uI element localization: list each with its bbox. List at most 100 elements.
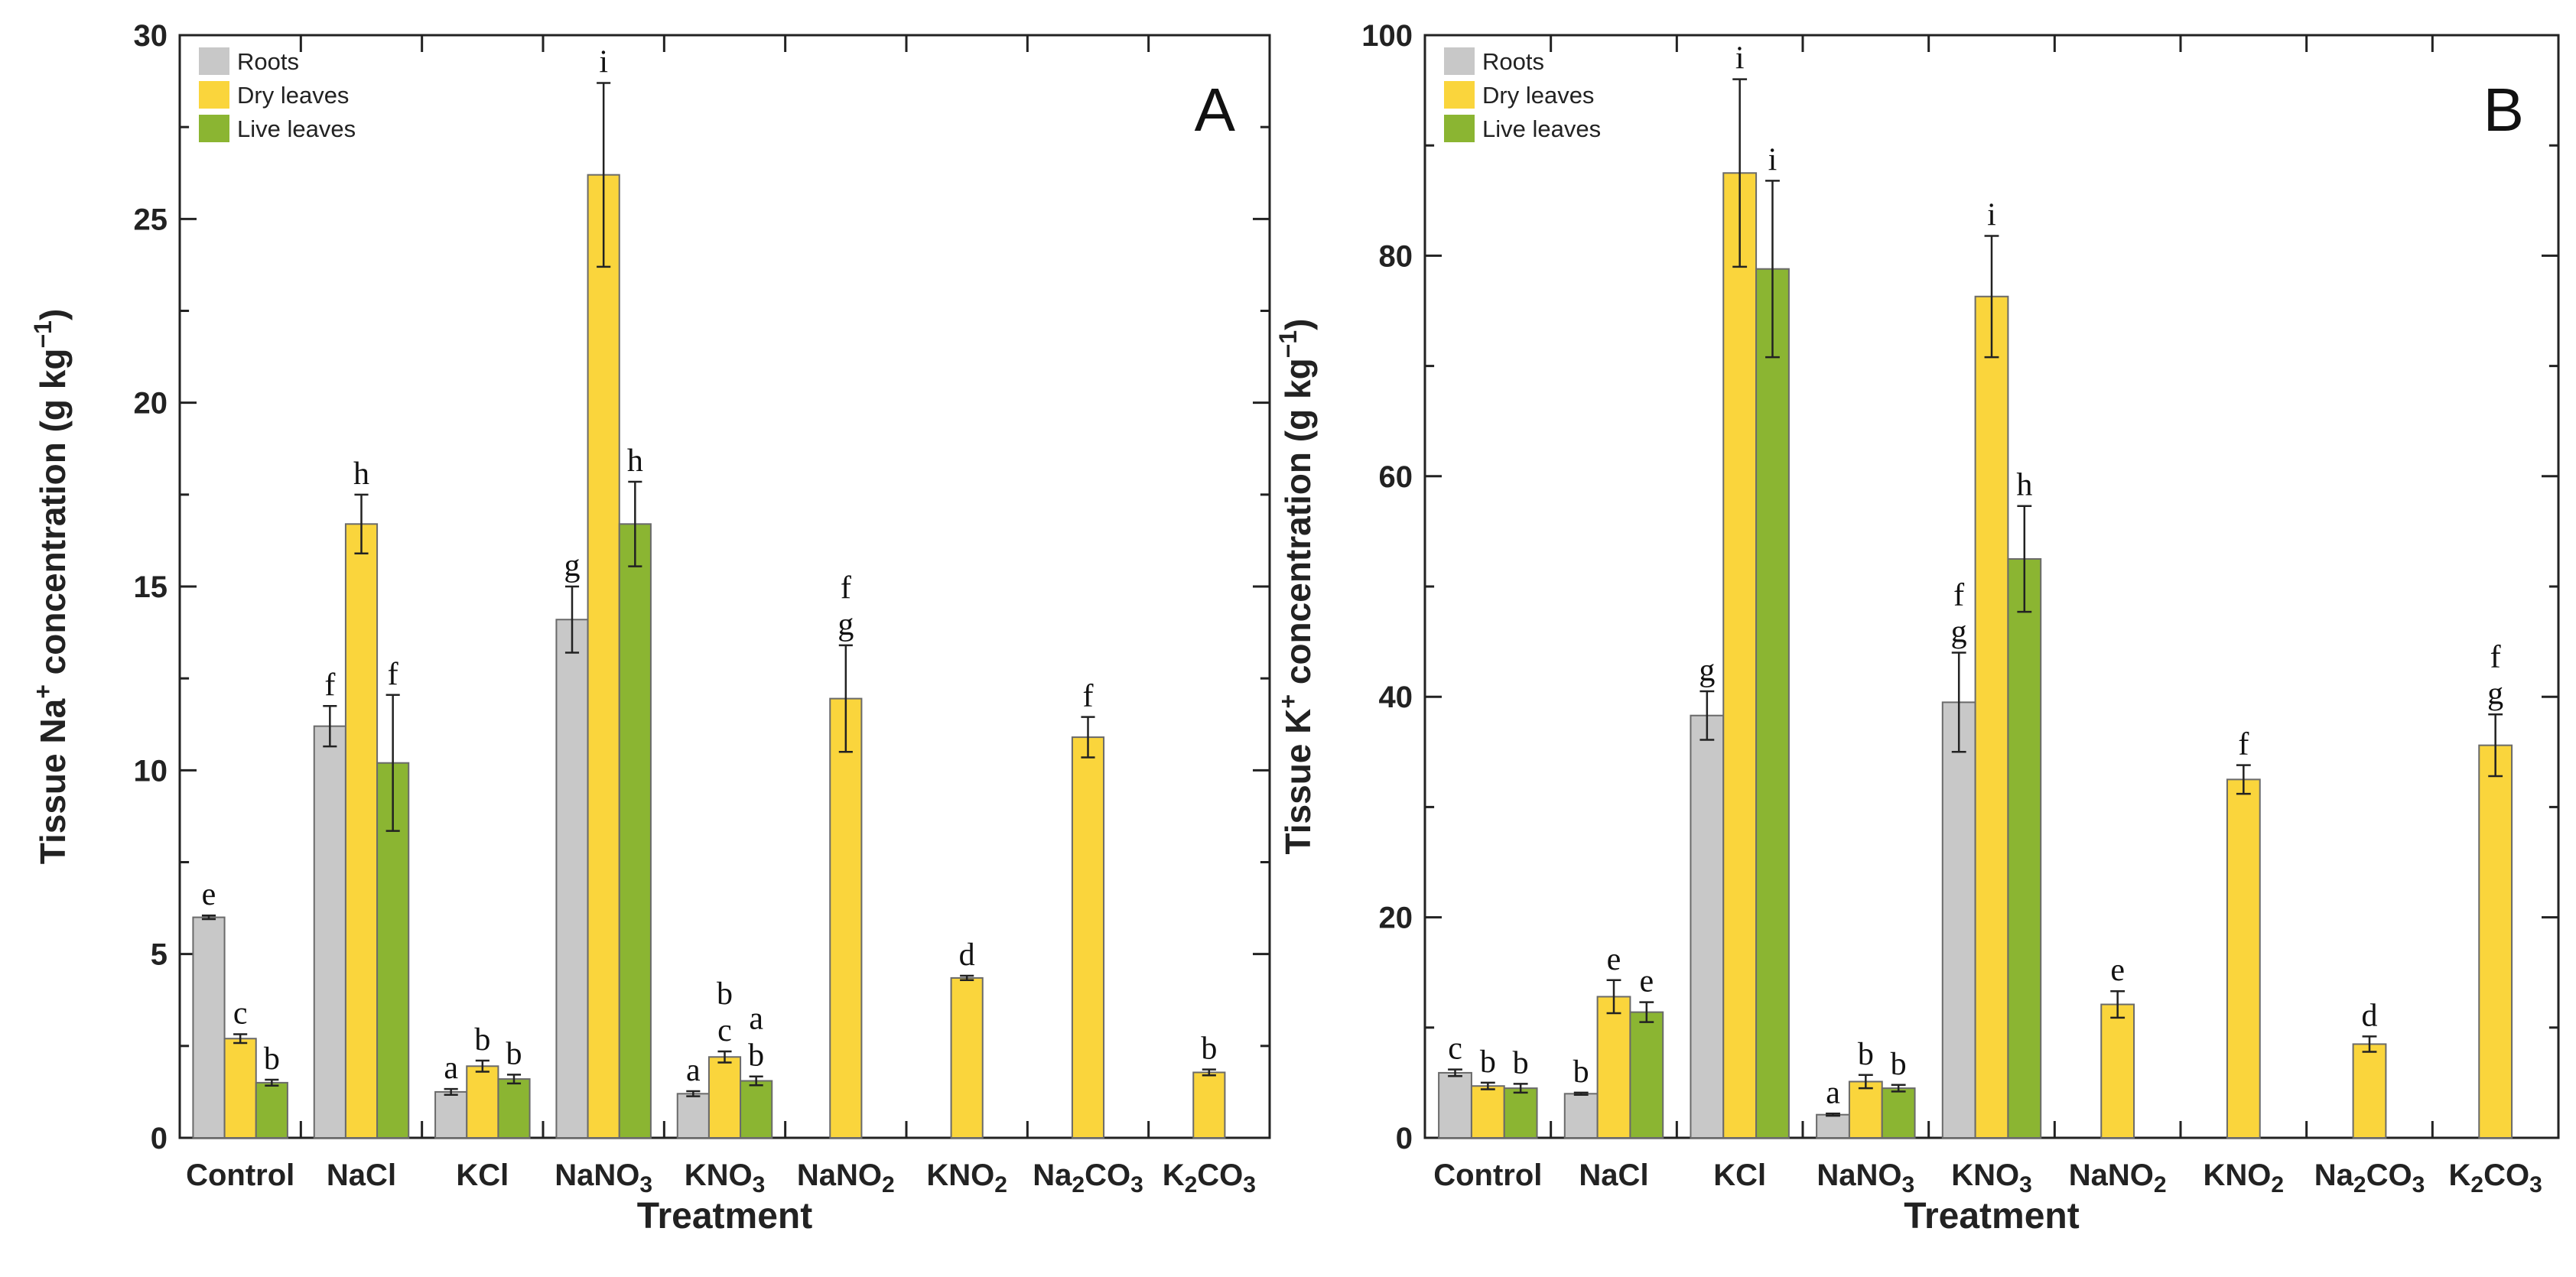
significance-letter: i <box>1987 197 1996 232</box>
significance-letter: f <box>2490 639 2501 674</box>
x-category-label: NaNO3 <box>1817 1158 1914 1197</box>
significance-letter: c <box>717 1013 732 1048</box>
bar-live-leaves <box>1503 1087 1538 1139</box>
significance-letter: f <box>841 570 851 606</box>
x-category-label: K2CO3 <box>1163 1158 1256 1197</box>
bar-dry-leaves <box>1596 996 1631 1139</box>
significance-letter: h <box>627 444 643 479</box>
bar-dry-leaves <box>2478 744 2513 1139</box>
bar-live-leaves <box>618 523 652 1139</box>
legend-label: Dry leaves <box>237 82 349 109</box>
bar-dry-leaves <box>344 523 379 1139</box>
significance-letter: g <box>1699 653 1715 688</box>
x-category-label: Na2CO3 <box>1033 1158 1143 1197</box>
legend-swatch-roots <box>1444 47 1475 75</box>
bar-live-leaves <box>1755 268 1790 1139</box>
y-tick-label: 0 <box>151 1122 168 1155</box>
significance-letter: a <box>686 1053 701 1088</box>
x-axis-label: Treatment <box>637 1196 812 1236</box>
bar-roots <box>1438 1071 1472 1139</box>
significance-letter: f <box>388 657 398 692</box>
x-category-label: Control <box>186 1158 294 1192</box>
significance-letter: c <box>233 996 248 1031</box>
legend-label: Dry leaves <box>1482 82 1594 109</box>
panel-label: B <box>2483 76 2524 144</box>
y-tick-label: 40 <box>1379 681 1413 714</box>
significance-letter: b <box>1513 1045 1529 1080</box>
bar-dry-leaves <box>2226 778 2261 1139</box>
y-tick-label: 15 <box>134 570 168 604</box>
x-category-label: Na2CO3 <box>2314 1158 2425 1197</box>
significance-letter: h <box>353 457 369 492</box>
y-axis-label: Tissue Na+ concentration (g kg−1) <box>29 309 73 865</box>
bar-dry-leaves <box>829 697 863 1139</box>
legend-label: Live leaves <box>1482 115 1601 142</box>
panel-label: A <box>1195 76 1236 144</box>
significance-letter: e <box>202 877 216 912</box>
bar-live-leaves <box>255 1081 288 1139</box>
significance-letter: i <box>599 44 608 80</box>
bar-live-leaves <box>2007 557 2042 1139</box>
bar-dry-leaves <box>2352 1043 2387 1139</box>
bar-live-leaves <box>497 1078 531 1139</box>
significance-letter: g <box>564 548 581 583</box>
x-category-label: NaCl <box>1579 1158 1648 1192</box>
x-category-label: KNO3 <box>1951 1158 2032 1197</box>
significance-letter: a <box>749 1002 763 1037</box>
y-tick-label: 60 <box>1379 460 1413 494</box>
bar-roots <box>1816 1113 1850 1139</box>
bar-live-leaves <box>740 1080 773 1139</box>
x-category-label: KNO2 <box>2204 1158 2285 1197</box>
y-tick-label: 10 <box>134 754 168 788</box>
significance-letter: f <box>2238 727 2249 762</box>
bar-dry-leaves <box>466 1065 499 1139</box>
bar-roots <box>676 1093 710 1139</box>
significance-letter: f <box>1083 679 1094 714</box>
significance-letter: b <box>1891 1047 1907 1082</box>
x-category-label: NaNO2 <box>797 1158 895 1197</box>
x-category-label: KNO2 <box>926 1158 1007 1197</box>
legend-swatch-live-leaves <box>1444 115 1475 142</box>
significance-letter: b <box>748 1038 764 1074</box>
x-axis-label: Treatment <box>1904 1196 2079 1236</box>
bar-dry-leaves <box>950 976 984 1139</box>
bar-dry-leaves <box>587 174 620 1139</box>
y-tick-label: 0 <box>1396 1122 1413 1155</box>
x-category-label: KCl <box>456 1158 509 1192</box>
x-category-label: NaNO3 <box>555 1158 652 1197</box>
chart-panel-b: 0 20 40 60 80 100 Control NaCl KCl NaNO3 KNO3 NaNO2… <box>1274 19 2560 1236</box>
bar-dry-leaves <box>1848 1080 1883 1139</box>
legend-label: Roots <box>1482 48 1544 75</box>
significance-letter: c <box>1448 1032 1462 1067</box>
bar-live-leaves <box>1881 1087 1916 1139</box>
y-tick-label: 25 <box>134 203 168 236</box>
significance-letter: a <box>1826 1075 1840 1110</box>
significance-letter: d <box>2362 998 2378 1033</box>
legend-swatch-roots <box>199 47 229 75</box>
bar-dry-leaves <box>707 1056 742 1139</box>
y-tick-label: 5 <box>151 938 168 972</box>
significance-letter: b <box>1573 1054 1589 1090</box>
bar-dry-leaves <box>1722 172 1758 1139</box>
bar-dry-leaves <box>223 1038 257 1139</box>
y-tick-label: 80 <box>1379 239 1413 273</box>
significance-letter: i <box>1735 41 1745 76</box>
significance-letter: g <box>2487 676 2503 711</box>
significance-letter: a <box>444 1051 458 1086</box>
y-tick-label: 30 <box>134 19 168 53</box>
significance-letter: f <box>324 668 335 703</box>
legend-swatch-dry-leaves <box>199 81 229 109</box>
y-tick-label: 20 <box>134 387 168 421</box>
bar-roots <box>192 916 226 1139</box>
legend-label: Roots <box>237 48 299 75</box>
bar-roots <box>1941 701 1976 1139</box>
bar-roots <box>434 1090 468 1139</box>
legend-label: Live leaves <box>237 115 356 142</box>
significance-letter: g <box>1951 615 1967 650</box>
bar-dry-leaves <box>2100 1003 2135 1139</box>
significance-letter: b <box>264 1041 280 1077</box>
bar-roots <box>555 619 589 1139</box>
significance-letter: e <box>2110 953 2125 988</box>
bar-roots <box>313 725 346 1139</box>
